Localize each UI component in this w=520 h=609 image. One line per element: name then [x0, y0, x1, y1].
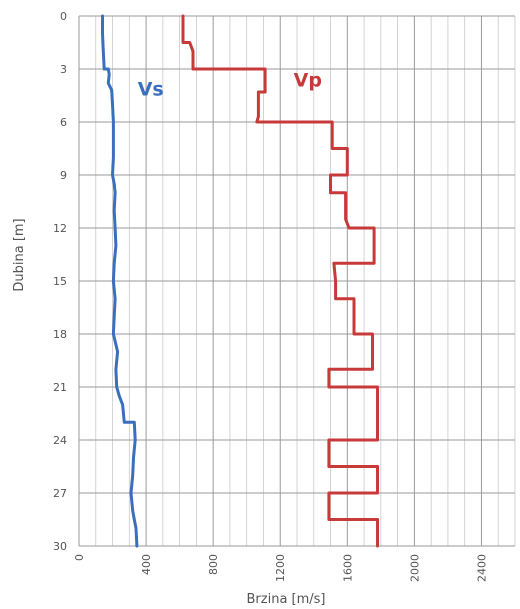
x-tick-label: 1600	[341, 554, 354, 582]
y-tick-label: 24	[53, 434, 67, 447]
y-axis-label: Dubina [m]	[12, 218, 27, 291]
x-tick-label: 1200	[274, 554, 287, 582]
series-group	[101, 14, 379, 548]
series-label-vs: Vs	[138, 79, 164, 101]
y-tick-label: 21	[53, 381, 67, 394]
y-tick-label: 27	[53, 487, 67, 500]
x-tick-label: 400	[140, 554, 153, 575]
x-tick-label: 2400	[475, 554, 488, 582]
y-tick-label: 18	[53, 328, 67, 341]
y-tick-label: 3	[60, 63, 67, 76]
y-tick-label: 15	[53, 275, 67, 288]
y-tick-label: 30	[53, 540, 67, 553]
series-label-vp: Vp	[294, 70, 322, 92]
x-tick-label: 0	[73, 554, 86, 561]
series-line-vp	[181, 14, 379, 548]
x-axis-label: Brzina [m/s]	[247, 592, 326, 607]
tick-labels: 0 3 6 9 12 15 18 21 24 27 30 0 400 800 1200 1600 2000 240…	[53, 10, 488, 582]
y-tick-label: 6	[60, 116, 67, 129]
x-tick-label: 2000	[408, 554, 421, 582]
series-annotations: Vs Vp	[138, 70, 322, 101]
x-tick-label: 800	[207, 554, 220, 575]
y-tick-label: 0	[60, 10, 67, 23]
series-line-vs	[101, 14, 139, 548]
y-tick-label: 12	[53, 222, 67, 235]
y-tick-label: 9	[60, 169, 67, 182]
